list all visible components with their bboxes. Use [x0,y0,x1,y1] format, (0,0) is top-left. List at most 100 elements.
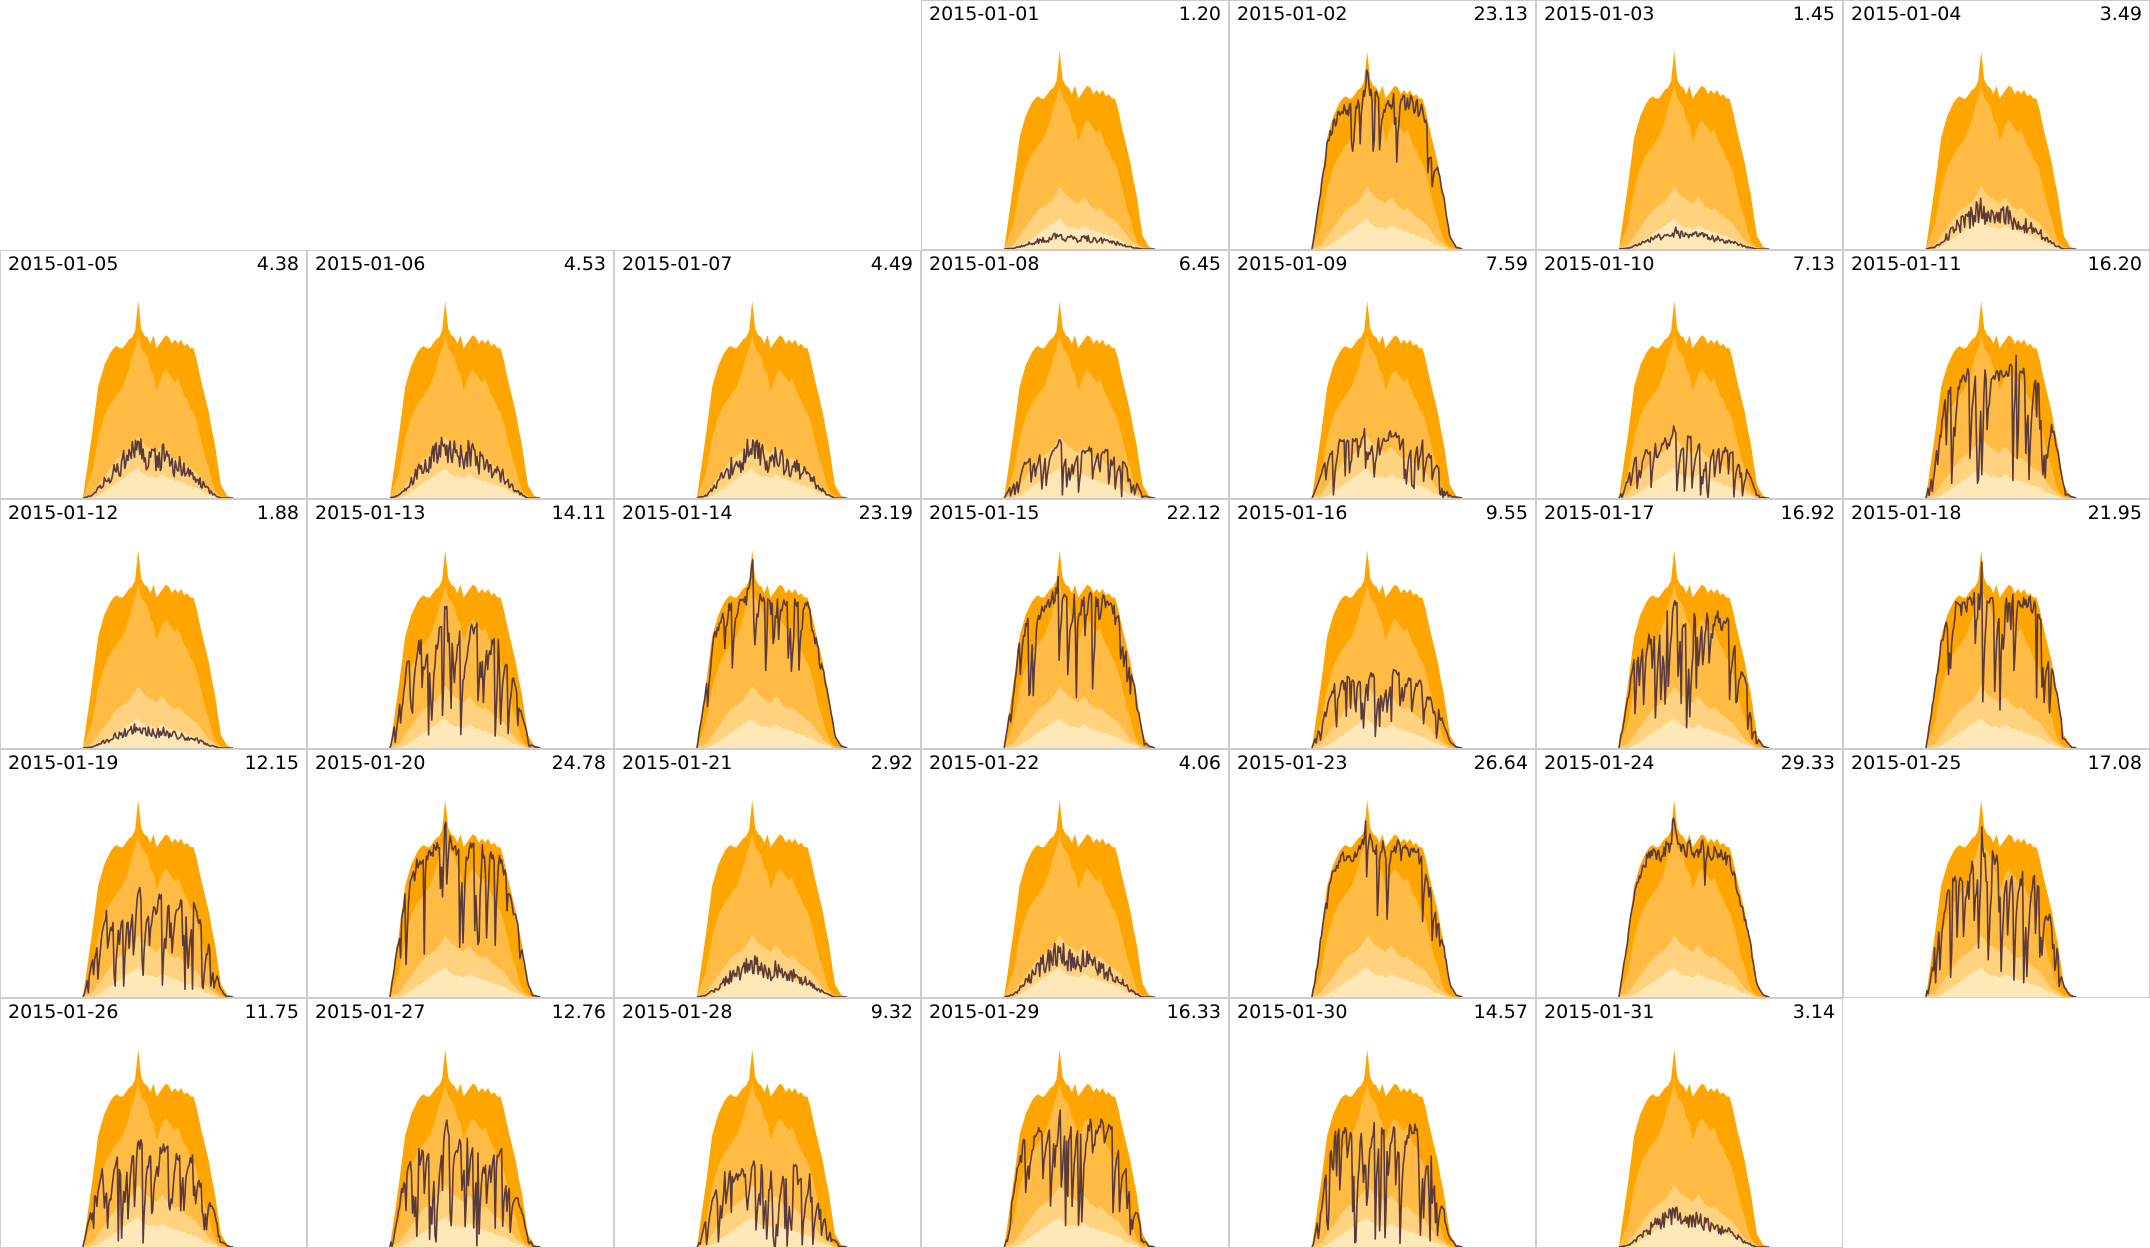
actual-production-line [1004,942,1156,998]
day-plot [307,998,614,1248]
envelope-p25-area [389,1216,541,1247]
envelope-p25-area [1311,468,1463,498]
day-date-label: 2015-01-05 [8,253,119,275]
envelope-p25-area [82,1216,234,1247]
day-cell: 2015-01-15 22.12 [921,499,1229,749]
day-plot [614,499,921,749]
day-cell: 2015-01-14 23.19 [614,499,921,749]
cell-border [614,499,921,749]
day-date-label: 2015-01-17 [1544,502,1655,524]
envelope-p25-area [1618,1216,1770,1247]
actual-production-line [389,605,541,749]
envelope-p25-area [696,1216,848,1247]
day-total-value: 17.08 [2087,752,2142,774]
day-date-label: 2015-01-30 [1237,1001,1348,1023]
day-total-value: 6.45 [1178,253,1221,275]
actual-production-line [389,821,541,998]
actual-production-line [389,436,541,499]
day-plot [614,250,921,499]
day-date-label: 2015-01-23 [1237,752,1348,774]
actual-production-line [1618,599,1770,749]
envelope-p25-area [696,717,848,748]
day-total-value: 3.14 [1792,1001,1835,1023]
day-cell: 2015-01-23 26.64 [1229,749,1536,998]
envelope-p25-area [1004,967,1156,997]
envelope-p25-area [1618,717,1770,748]
day-plot [614,749,921,998]
day-cell: 2015-01-30 14.57 [1229,998,1536,1248]
day-plot [1536,250,1843,499]
day-date-label: 2015-01-08 [929,253,1040,275]
day-plot [0,499,307,749]
day-date-label: 2015-01-12 [8,502,119,524]
day-plot [1229,998,1536,1248]
cell-border [1536,250,1843,499]
day-plot [0,998,307,1248]
envelope-p25-area [1618,468,1770,498]
cell-border [1536,749,1843,998]
day-plot [921,499,1229,749]
actual-production-line [1618,1206,1770,1248]
day-cell: 2015-01-17 16.92 [1536,499,1843,749]
actual-production-line [82,886,234,998]
day-total-value: 7.13 [1792,253,1835,275]
day-total-value: 22.12 [1166,502,1221,524]
day-date-label: 2015-01-26 [8,1001,119,1023]
envelope-p25-area [1311,967,1463,997]
day-total-value: 23.19 [858,502,913,524]
day-plot [1536,749,1843,998]
day-date-label: 2015-01-25 [1851,752,1962,774]
actual-production-line [1003,1109,1156,1248]
actual-production-line [82,723,234,749]
day-plot [1843,749,2150,998]
day-date-label: 2015-01-16 [1237,502,1348,524]
day-total-value: 9.32 [870,1001,913,1023]
day-plot [0,250,307,499]
day-plot [0,749,307,998]
cell-border [921,0,1229,250]
day-cell: 2015-01-03 1.45 [1536,0,1843,250]
day-plot [1843,250,2150,499]
day-plot [1229,250,1536,499]
day-cell: 2015-01-11 16.20 [1843,250,2150,499]
actual-production-line [1311,820,1463,998]
envelope-p25-area [1311,218,1463,249]
day-plot [307,499,614,749]
cell-border [0,499,307,749]
envelope-p25-area [389,717,541,748]
actual-production-line [1003,575,1156,749]
envelope-p25-area [82,967,234,997]
day-date-label: 2015-01-10 [1544,253,1655,275]
day-total-value: 21.95 [2087,502,2142,524]
day-date-label: 2015-01-09 [1237,253,1348,275]
envelope-p25-area [1618,967,1770,997]
day-total-value: 14.11 [551,502,606,524]
day-total-value: 4.53 [563,253,606,275]
cell-border [1229,250,1536,499]
day-date-label: 2015-01-20 [315,752,426,774]
day-date-label: 2015-01-02 [1237,3,1348,25]
actual-production-line [1925,197,2077,250]
day-cell: 2015-01-01 1.20 [921,0,1229,250]
day-cell: 2015-01-09 7.59 [1229,250,1536,499]
day-total-value: 7.59 [1485,253,1528,275]
day-total-value: 1.88 [256,502,299,524]
day-total-value: 23.13 [1473,3,1528,25]
actual-production-line [1618,226,1770,250]
envelope-p25-area [1925,717,2077,748]
day-cell: 2015-01-13 14.11 [307,499,614,749]
day-cell: 2015-01-10 7.13 [1536,250,1843,499]
day-date-label: 2015-01-07 [622,253,733,275]
day-plot [614,998,921,1248]
cell-border [614,250,921,499]
day-date-label: 2015-01-15 [929,502,1040,524]
day-plot [921,0,1229,250]
day-cell: 2015-01-06 4.53 [307,250,614,499]
envelope-p25-area [1004,717,1156,748]
cell-border [614,749,921,998]
actual-production-line [82,1139,234,1248]
day-cell: 2015-01-07 4.49 [614,250,921,499]
envelope-p25-area [1311,717,1463,748]
day-plot [307,749,614,998]
